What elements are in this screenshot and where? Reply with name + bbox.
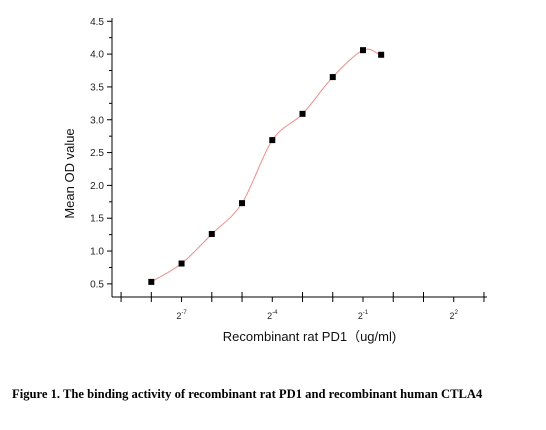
data-point: [378, 51, 385, 58]
tick-labels: 0.5 1.0 1.5 2.0 2.5 3.0 3.5 4.0 4.5 2-7 2-4 2-1 22: [90, 17, 458, 321]
y-axis-title: Mean OD value: [62, 128, 77, 218]
y-tick-label: 1.5: [90, 214, 104, 225]
data-point: [269, 137, 276, 144]
y-tick-label: 2.0: [90, 181, 104, 192]
data-point: [329, 74, 336, 81]
data-point: [299, 110, 306, 117]
chart: 0.5 1.0 1.5 2.0 2.5 3.0 3.5 4.0 4.5 2-7 2-4 2-1 22 R…: [62, 17, 487, 344]
y-tick-label: 0.5: [90, 279, 104, 290]
y-tick-label: 2.5: [90, 148, 104, 159]
y-tick-label: 3.5: [90, 82, 104, 93]
data-points: [148, 47, 385, 285]
data-point: [208, 230, 215, 237]
y-tick-label: 3.0: [90, 115, 104, 126]
y-tick-label: 4.5: [90, 17, 104, 28]
data-point: [360, 47, 367, 54]
x-tick-label: 22: [450, 310, 459, 321]
x-tick-label: 2-4: [267, 310, 278, 321]
y-tick-label: 4.0: [90, 50, 104, 61]
fit-curve: [151, 48, 382, 283]
x-tick-label: 2-1: [358, 310, 369, 321]
x-axis-title: Recombinant rat PD1（ug/ml): [223, 329, 396, 344]
x-tick-label: 2-7: [176, 310, 187, 321]
y-tick-label: 1.0: [90, 247, 104, 258]
axes: [107, 18, 487, 302]
data-point: [148, 278, 155, 285]
data-point: [239, 200, 246, 207]
data-point: [178, 260, 185, 267]
figure-caption: Figure 1. The binding activity of recomb…: [12, 387, 483, 401]
